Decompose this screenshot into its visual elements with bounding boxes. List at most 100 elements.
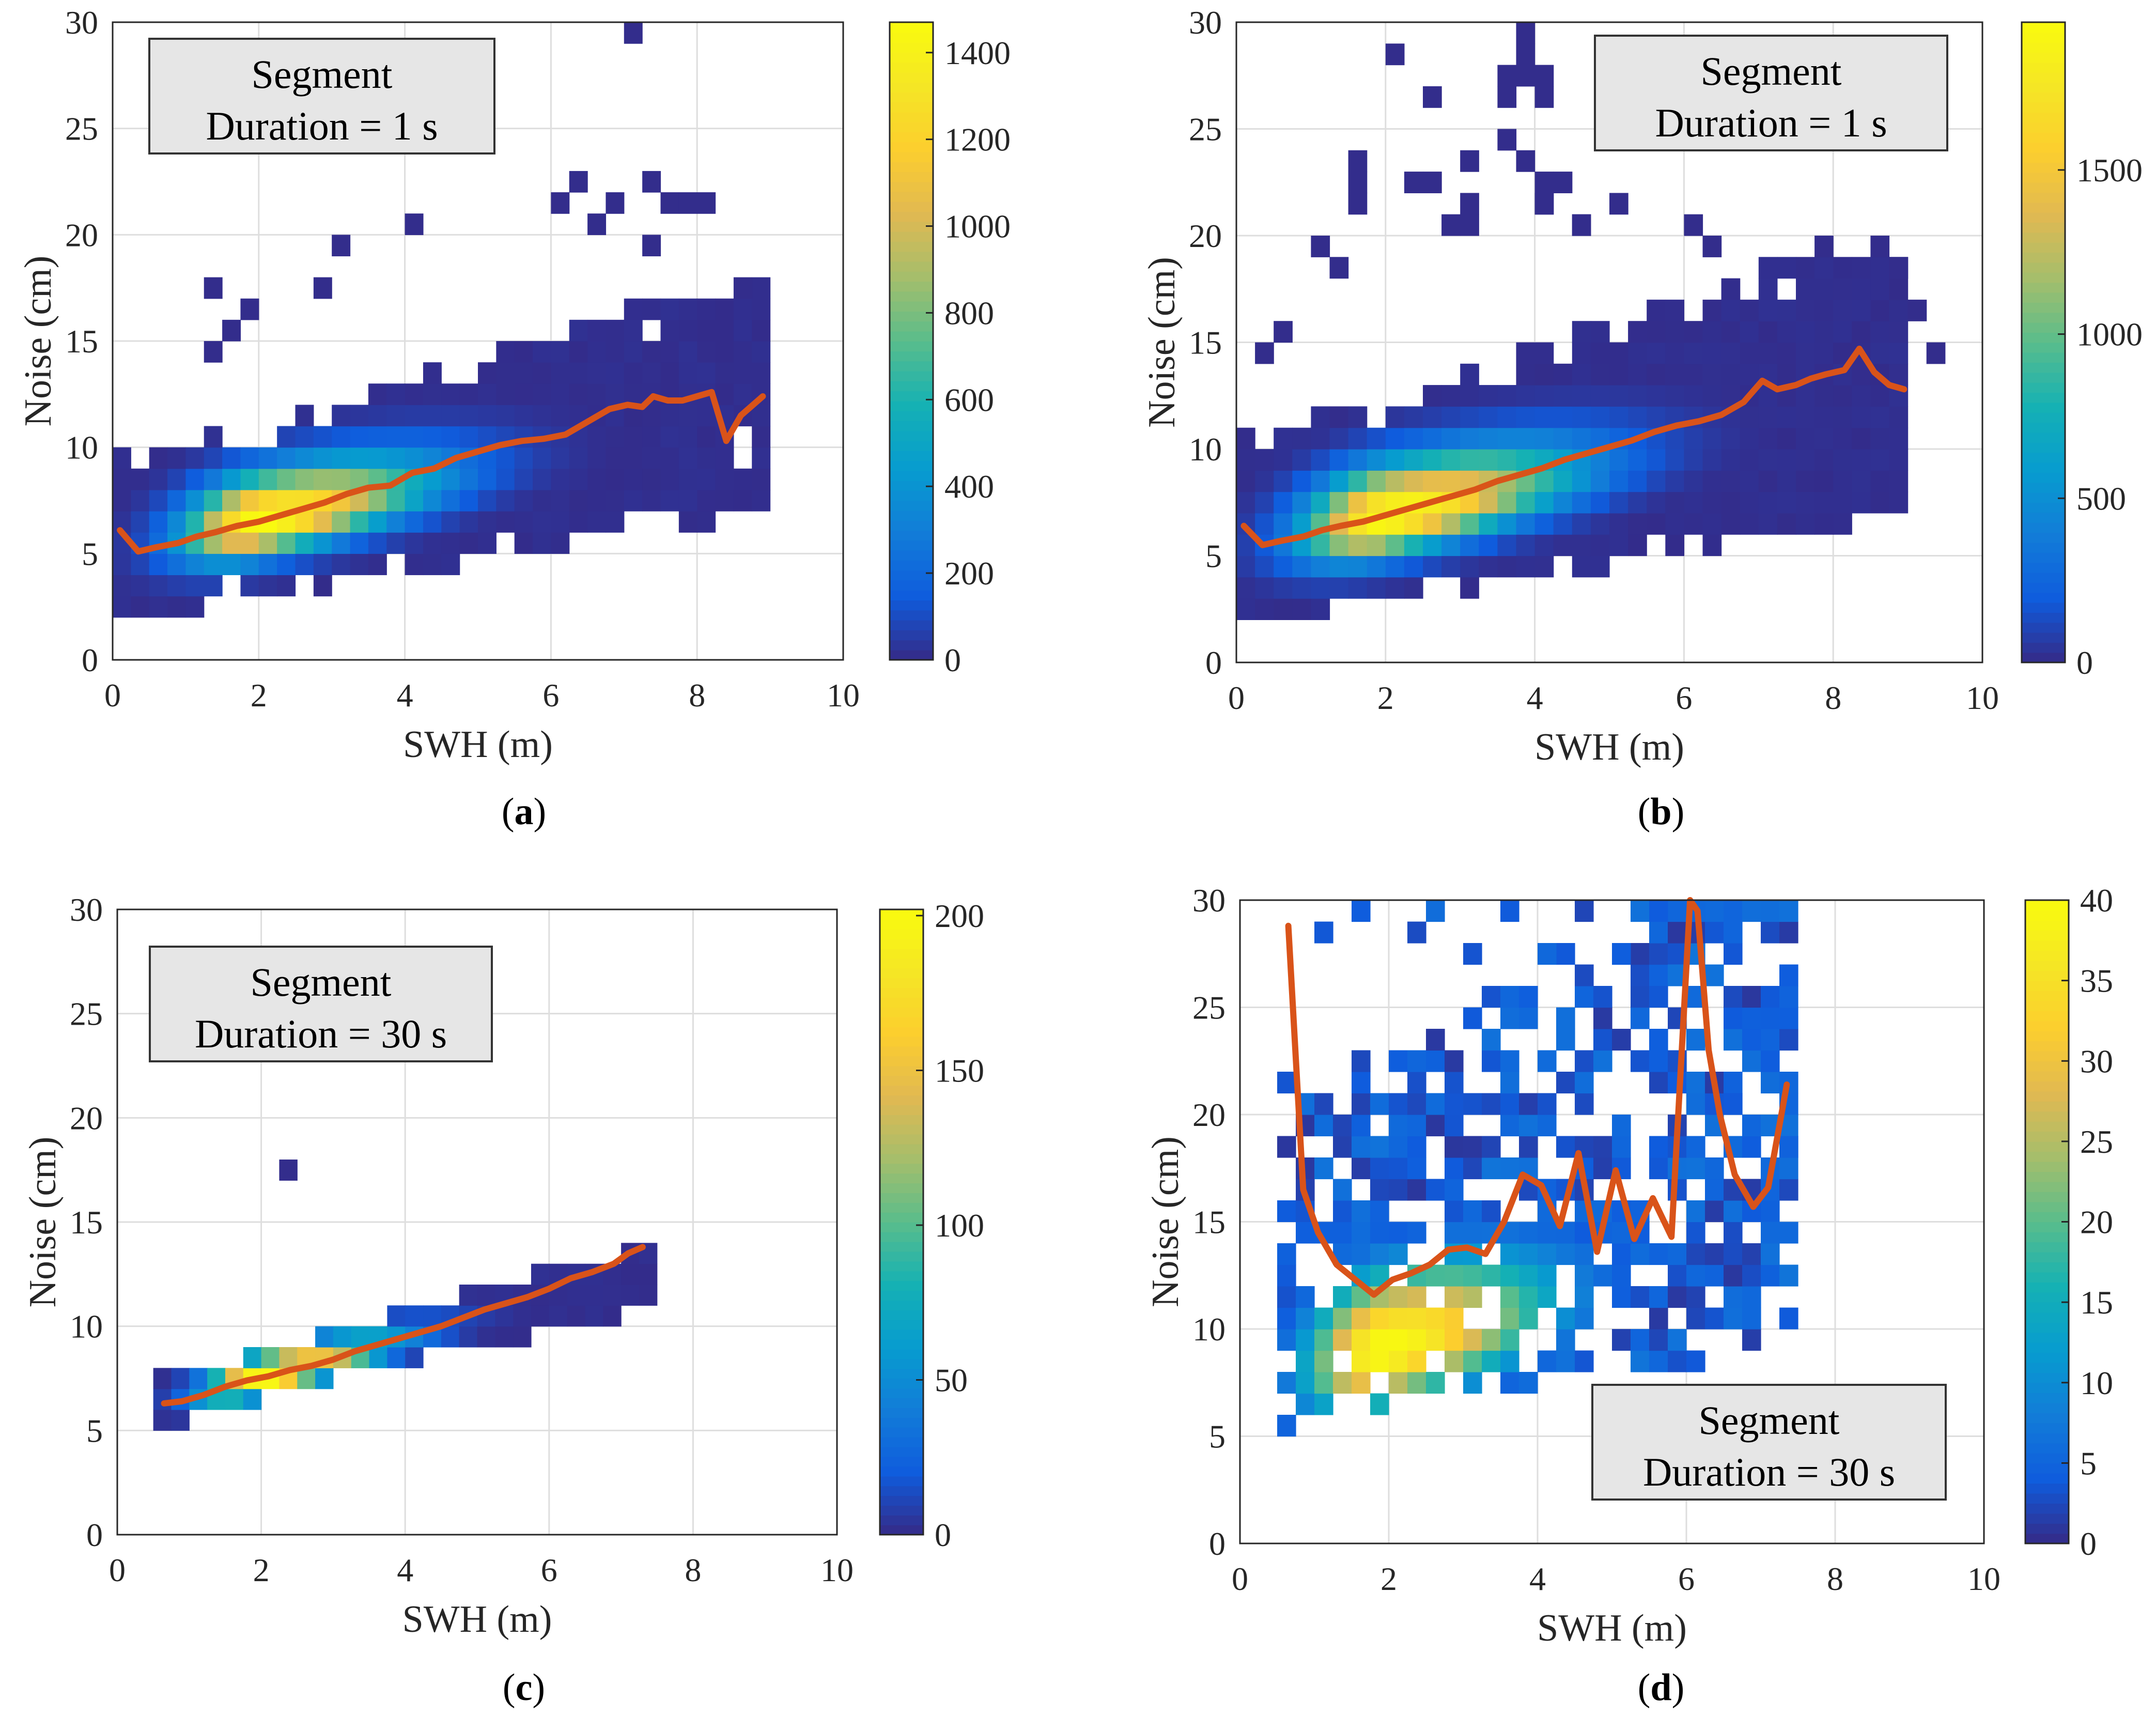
histogram-bin [1333, 1115, 1352, 1137]
histogram-bin [1329, 449, 1349, 471]
histogram-bin [1277, 1372, 1296, 1394]
histogram-bin [1833, 427, 1852, 450]
histogram-bin [258, 447, 277, 469]
x-tick-label: 8 [689, 677, 705, 714]
histogram-bin [1538, 1115, 1557, 1137]
colorbar-step [890, 480, 933, 491]
colorbar-step [880, 1280, 923, 1291]
histogram-bin [697, 362, 716, 384]
colorbar-step [2022, 132, 2065, 143]
histogram-bin [1724, 986, 1743, 1008]
histogram-bin [1534, 513, 1554, 535]
y-axis-label: Noise (cm) [1141, 257, 1183, 428]
histogram-bin [1852, 491, 1871, 514]
histogram-bin [1370, 1093, 1389, 1115]
histogram-bin [1370, 1350, 1389, 1372]
histogram-bin [587, 383, 607, 405]
colorbar-step [2022, 262, 2065, 273]
histogram-bin [551, 489, 570, 512]
colorbar-step [890, 191, 933, 202]
histogram-bin [1814, 513, 1834, 535]
histogram-bin [587, 213, 607, 235]
histogram-bin [258, 532, 277, 554]
histogram-bin [733, 298, 752, 320]
histogram-bin [1833, 449, 1852, 471]
histogram-bin [1686, 1029, 1705, 1051]
annotation-line1: Segment [251, 960, 392, 1005]
colorbar-tick-label: 1200 [944, 121, 1011, 158]
histogram-bin [1460, 385, 1479, 407]
histogram-bin [1423, 555, 1442, 578]
histogram-bin [1296, 1329, 1315, 1351]
histogram-bin [1423, 513, 1442, 535]
histogram-bin [1889, 342, 1909, 364]
histogram-bin [1590, 513, 1610, 535]
histogram-bin [1870, 321, 1890, 343]
histogram-bin [733, 383, 752, 405]
histogram-bin [1460, 513, 1479, 535]
colorbar-step [880, 1349, 923, 1359]
histogram-bin [167, 468, 186, 490]
x-tick-label: 4 [1529, 1561, 1546, 1597]
colorbar-step [880, 1310, 923, 1320]
histogram-bin [1352, 1136, 1371, 1158]
histogram-bin [1796, 406, 1815, 428]
histogram-bin [1649, 1329, 1668, 1351]
histogram-bin [1665, 449, 1684, 471]
histogram-bin [222, 468, 241, 490]
histogram-bin [313, 511, 332, 533]
histogram-bin [495, 1326, 514, 1348]
histogram-bin [1814, 406, 1834, 428]
histogram-bin [1553, 470, 1573, 492]
colorbar-step [2022, 542, 2065, 553]
histogram-bin [240, 532, 259, 554]
colorbar-step [2022, 292, 2065, 303]
y-tick-label: 10 [1192, 1311, 1226, 1348]
histogram-bin [113, 553, 131, 576]
histogram-bin [1538, 1350, 1557, 1372]
histogram-bin [1553, 491, 1573, 514]
histogram-bin [1479, 491, 1498, 514]
histogram-bin [1724, 1029, 1743, 1051]
histogram-bin [351, 1326, 370, 1348]
colorbar-step [890, 580, 933, 591]
histogram-bin [240, 298, 259, 320]
histogram-bin [1311, 449, 1330, 471]
histogram-bin [1590, 363, 1610, 385]
histogram-bin [1370, 1329, 1389, 1351]
colorbar-step [2025, 1463, 2069, 1474]
histogram-bin [1389, 1093, 1408, 1115]
histogram-bin [1593, 1264, 1612, 1287]
colorbar-step [890, 132, 933, 143]
histogram-bin [1779, 1264, 1798, 1287]
histogram-bin [1702, 385, 1722, 407]
colorbar-step [2022, 332, 2065, 343]
histogram-bin [1385, 427, 1405, 450]
y-tick-label: 10 [65, 429, 98, 466]
histogram-bin [1441, 385, 1461, 407]
histogram-bin [496, 405, 515, 427]
histogram-bin [1389, 1372, 1408, 1394]
y-tick-label: 5 [1205, 538, 1222, 575]
colorbar-step [2022, 22, 2065, 33]
histogram-bin [1647, 406, 1666, 428]
colorbar-step [890, 620, 933, 630]
histogram-bin [1593, 1157, 1612, 1180]
histogram-bin [1445, 1157, 1464, 1180]
histogram-bin [1777, 321, 1796, 343]
colorbar-step [2025, 1021, 2069, 1031]
histogram-bin [459, 1326, 478, 1348]
colorbar-step [2022, 222, 2065, 233]
histogram-bin [1255, 491, 1274, 514]
x-tick-label: 0 [1232, 1561, 1248, 1597]
histogram-bin [1705, 1157, 1724, 1180]
histogram-bin [1404, 513, 1423, 535]
histogram-bin [1870, 427, 1890, 450]
histogram-bin [113, 447, 131, 469]
colorbar-step [880, 919, 923, 930]
histogram-bin [1612, 1286, 1631, 1308]
colorbar-frame [889, 21, 934, 661]
histogram-bin [1649, 1350, 1668, 1372]
colorbar-step [2025, 1171, 2069, 1182]
